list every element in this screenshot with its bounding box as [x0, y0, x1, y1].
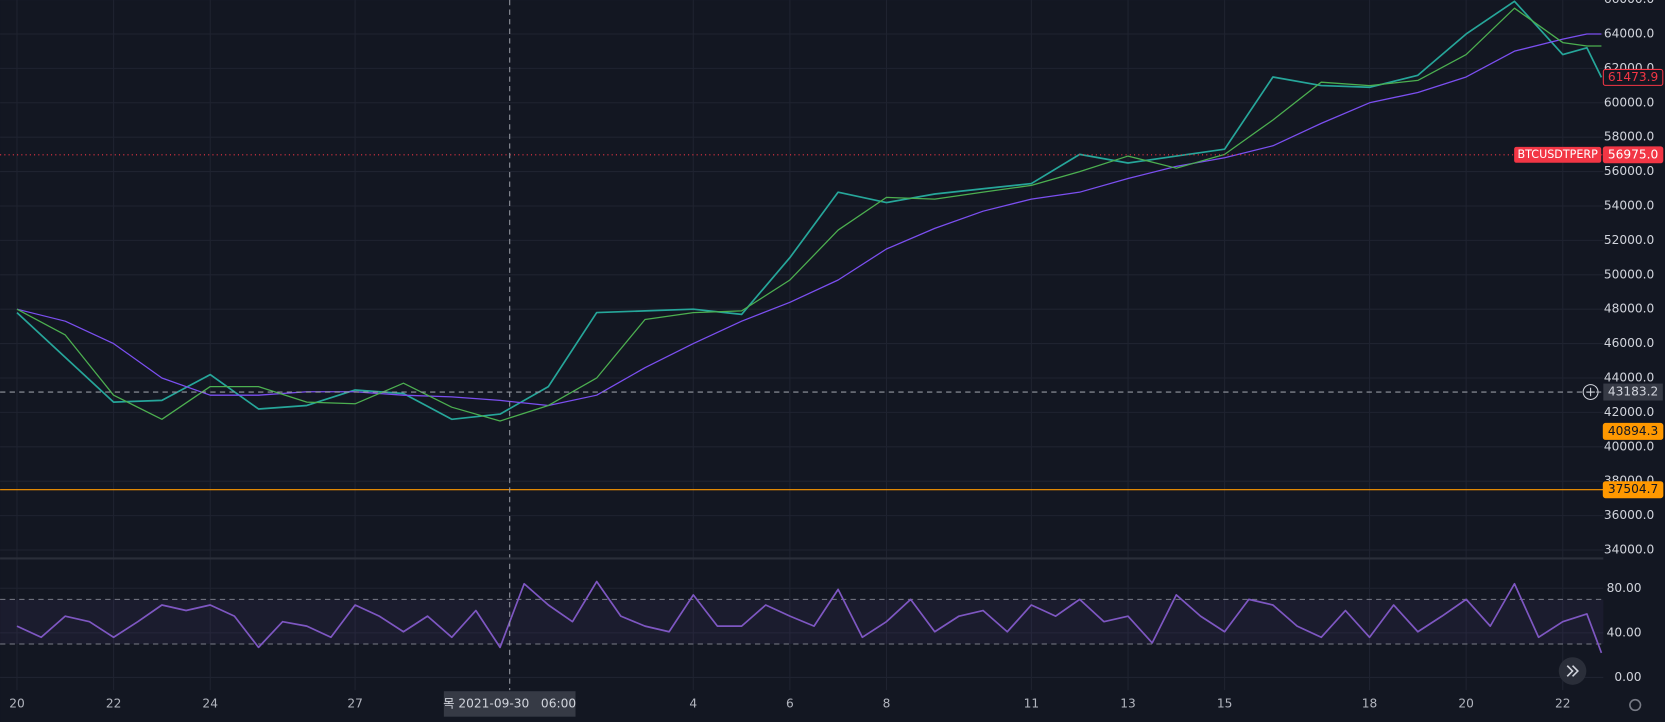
x-tick-label: 20: [9, 696, 25, 710]
price-label: 37504.7: [1608, 482, 1658, 496]
x-tick-label: 6: [786, 696, 794, 710]
scroll-icon: [1566, 665, 1579, 677]
y-tick-label: 40000.0: [1604, 439, 1654, 453]
price-label: 61473.9: [1608, 70, 1658, 84]
y-tick-label: 56000.0: [1604, 164, 1654, 178]
y-tick-label: 36000.0: [1604, 508, 1654, 522]
y-tick-label: 46000.0: [1604, 336, 1654, 350]
price-label-box: [1602, 481, 1664, 499]
price-label: 40894.3: [1608, 424, 1658, 438]
plus-icon: [1586, 387, 1595, 397]
y-tick-label: 64000.0: [1604, 26, 1654, 40]
price-label: 56975.0: [1608, 147, 1658, 161]
x-tick-label: 18: [1362, 696, 1378, 710]
x-tick-label: 4: [689, 696, 697, 710]
y-tick-label: 48000.0: [1604, 302, 1654, 316]
y-tick-label: 66000.0: [1604, 0, 1654, 6]
crosshair-time: 목 2021-09-30 06:00: [443, 696, 576, 710]
x-tick-label: 22: [106, 696, 122, 710]
x-tick-label: 8: [883, 696, 891, 710]
price-label-box: [1602, 68, 1664, 86]
series-line: [16, 580, 1603, 654]
x-tick-label: 11: [1024, 696, 1040, 710]
y-tick-label: 58000.0: [1604, 130, 1654, 144]
symbol-tag: BTCUSDTPERP: [1518, 148, 1599, 161]
y-tick-label: 80.00: [1607, 581, 1642, 595]
series-line: [16, 33, 1602, 407]
x-tick-label: 24: [202, 696, 218, 710]
price-label-box: [1602, 422, 1664, 440]
crosshair-price: 43183.2: [1608, 385, 1658, 399]
y-tick-label: 50000.0: [1604, 267, 1654, 281]
y-tick-label: 44000.0: [1604, 370, 1654, 384]
series-line: [16, 7, 1602, 422]
x-tick-label: 27: [347, 696, 363, 710]
crosshair-price-box: [1603, 383, 1663, 401]
y-tick-label: 54000.0: [1604, 198, 1654, 212]
x-tick-label: 22: [1555, 696, 1571, 710]
symbol-tag-box: [1514, 146, 1602, 163]
price-label-box: [1602, 146, 1664, 164]
y-tick-label: 34000.0: [1604, 542, 1654, 556]
x-tick-label: 20: [1458, 696, 1474, 710]
settings-button[interactable]: [1629, 698, 1642, 712]
x-tick-label: 15: [1217, 696, 1233, 710]
y-tick-label: 52000.0: [1604, 233, 1654, 247]
y-tick-label: 42000.0: [1604, 405, 1654, 419]
x-tick-label: 13: [1120, 696, 1136, 710]
y-tick-label: 40.00: [1607, 625, 1642, 639]
y-tick-label: 60000.0: [1604, 95, 1654, 109]
crosshair-time-box: [443, 691, 576, 717]
y-tick-label: 0.00: [1614, 670, 1641, 684]
add-alert-button[interactable]: [1582, 384, 1599, 401]
